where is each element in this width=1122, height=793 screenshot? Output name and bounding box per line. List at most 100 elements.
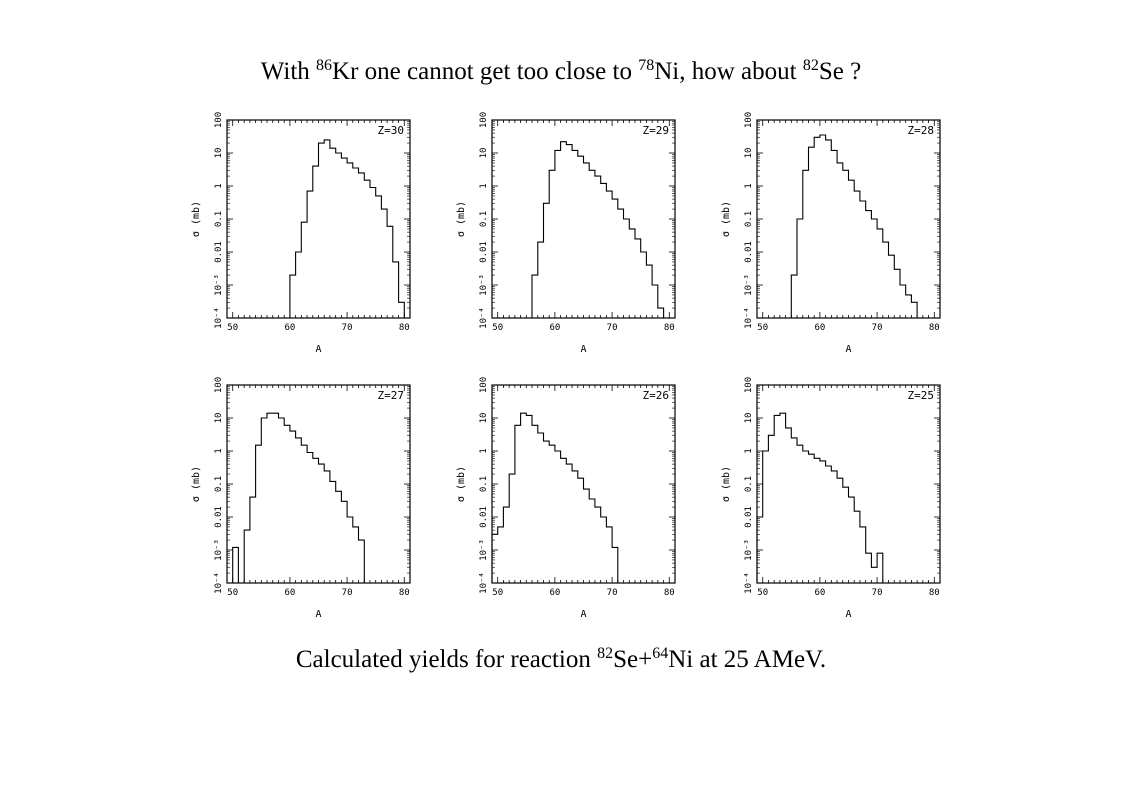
title-text-3: Ni, how about xyxy=(654,58,803,85)
x-tick-label: 60 xyxy=(814,588,825,598)
y-tick-label: 1 xyxy=(214,448,224,453)
y-tick-label: 100 xyxy=(214,112,224,128)
plot-frame xyxy=(756,384,941,584)
x-tick-label: 60 xyxy=(814,323,825,333)
title-superscript-ni: 78 xyxy=(638,57,655,74)
histogram-series-line xyxy=(785,134,923,319)
y-tick-label: 1 xyxy=(479,183,489,188)
x-tick-label: 70 xyxy=(872,323,883,333)
x-tick-label: 80 xyxy=(929,588,940,598)
y-axis-label: σ (mb) xyxy=(721,466,732,502)
x-tick-label: 80 xyxy=(399,323,410,333)
caption-text-1: Calculated yields for reaction xyxy=(295,646,598,673)
x-axis-label: A xyxy=(580,344,586,355)
y-tick-label: 1 xyxy=(744,183,754,188)
x-tick-label: 80 xyxy=(929,323,940,333)
z-label: Z=27 xyxy=(378,389,405,402)
x-tick-label: 60 xyxy=(284,323,295,333)
y-tick-label: 0.01 xyxy=(744,506,754,528)
x-tick-label: 70 xyxy=(342,323,353,333)
histogram-series-line xyxy=(491,412,624,584)
y-tick-label: 0.1 xyxy=(479,476,489,492)
x-tick-label: 70 xyxy=(342,588,353,598)
x-tick-label: 50 xyxy=(492,323,503,333)
y-tick-label: 0.01 xyxy=(744,241,754,263)
y-tick-label: 0.01 xyxy=(479,241,489,263)
y-tick-label: 10 xyxy=(744,413,754,424)
histogram-svg: 50 60 70 80 10⁻⁴ 10⁻³ 0.01 0.1 1 10 100 Z=26 Aσ (mb) xyxy=(456,377,676,620)
histogram-svg: 50 60 70 80 10⁻⁴ 10⁻³ 0.01 0.1 1 10 100 Z=29 Aσ (mb) xyxy=(456,112,676,355)
x-tick-label: 80 xyxy=(399,588,410,598)
y-tick-label: 10⁻³ xyxy=(214,539,224,561)
x-tick-label: 60 xyxy=(284,588,295,598)
y-tick-label: 10 xyxy=(214,413,224,424)
y-tick-label: 10⁻⁴ xyxy=(214,307,224,329)
title-superscript-kr: 86 xyxy=(316,57,333,74)
y-tick-label: 100 xyxy=(744,112,754,128)
title-text-4: Se ? xyxy=(818,58,862,85)
plot-frame xyxy=(226,384,411,584)
y-tick-label: 100 xyxy=(479,377,489,393)
y-tick-label: 0.01 xyxy=(214,506,224,528)
title-text-2: Kr one cannot get too close to xyxy=(332,58,639,85)
y-tick-label: 10⁻³ xyxy=(479,539,489,561)
y-tick-label: 0.01 xyxy=(479,506,489,528)
y-tick-label: 100 xyxy=(744,377,754,393)
y-tick-label: 10⁻⁴ xyxy=(214,572,224,594)
z-label: Z=29 xyxy=(643,124,670,137)
histogram-svg: 50 60 70 80 10⁻⁴ 10⁻³ 0.01 0.1 1 10 100 Z=27 Aσ (mb) xyxy=(191,377,411,620)
x-tick-label: 70 xyxy=(607,588,618,598)
y-tick-label: 0.1 xyxy=(214,211,224,227)
y-axis-label: σ (mb) xyxy=(456,466,467,502)
y-tick-label: 10 xyxy=(479,148,489,159)
x-axis-label: A xyxy=(315,609,321,620)
caption-superscript-se: 82 xyxy=(597,645,614,662)
y-tick-label: 0.01 xyxy=(214,241,224,263)
z-label: Z=26 xyxy=(643,389,670,402)
x-tick-label: 50 xyxy=(227,588,238,598)
y-tick-label: 0.1 xyxy=(214,476,224,492)
z-label: Z=25 xyxy=(908,389,935,402)
x-tick-label: 50 xyxy=(757,323,768,333)
x-tick-label: 50 xyxy=(227,323,238,333)
y-tick-label: 1 xyxy=(214,183,224,188)
plot-frame xyxy=(491,119,676,319)
x-tick-label: 80 xyxy=(664,588,675,598)
y-tick-label: 10⁻⁴ xyxy=(479,572,489,594)
histogram-svg: 50 60 70 80 10⁻⁴ 10⁻³ 0.01 0.1 1 10 100 Z=30 Aσ (mb) xyxy=(191,112,411,355)
y-tick-label: 0.1 xyxy=(744,476,754,492)
z-label: Z=30 xyxy=(378,124,405,137)
y-tick-label: 100 xyxy=(479,112,489,128)
histogram-series-line xyxy=(232,412,370,584)
y-tick-label: 10⁻⁴ xyxy=(479,307,489,329)
x-axis-label: A xyxy=(580,609,586,620)
y-tick-label: 10⁻⁴ xyxy=(744,572,754,594)
histogram-series-line xyxy=(284,139,410,319)
x-tick-label: 70 xyxy=(607,323,618,333)
caption-superscript-ni: 64 xyxy=(652,645,669,662)
x-axis-label: A xyxy=(315,344,321,355)
plot-frame xyxy=(756,119,941,319)
y-tick-label: 0.1 xyxy=(744,211,754,227)
x-tick-label: 50 xyxy=(757,588,768,598)
x-axis-label: A xyxy=(845,609,851,620)
y-tick-label: 10 xyxy=(744,148,754,159)
x-tick-label: 50 xyxy=(492,588,503,598)
histogram-series-line xyxy=(756,412,889,584)
y-tick-label: 10 xyxy=(479,413,489,424)
x-tick-label: 60 xyxy=(549,323,560,333)
slide-title: With 86Kr one cannot get too close to 78… xyxy=(0,55,1122,89)
title-text-1: With xyxy=(260,58,317,85)
x-tick-label: 80 xyxy=(664,323,675,333)
y-axis-label: σ (mb) xyxy=(191,466,202,502)
slide-caption: Calculated yields for reaction 82Se+64Ni… xyxy=(0,643,1122,677)
histogram-svg: 50 60 70 80 10⁻⁴ 10⁻³ 0.01 0.1 1 10 100 Z=28 Aσ (mb) xyxy=(721,112,941,355)
y-tick-label: 100 xyxy=(214,377,224,393)
y-axis-label: σ (mb) xyxy=(191,201,202,237)
y-tick-label: 10⁻³ xyxy=(744,274,754,296)
